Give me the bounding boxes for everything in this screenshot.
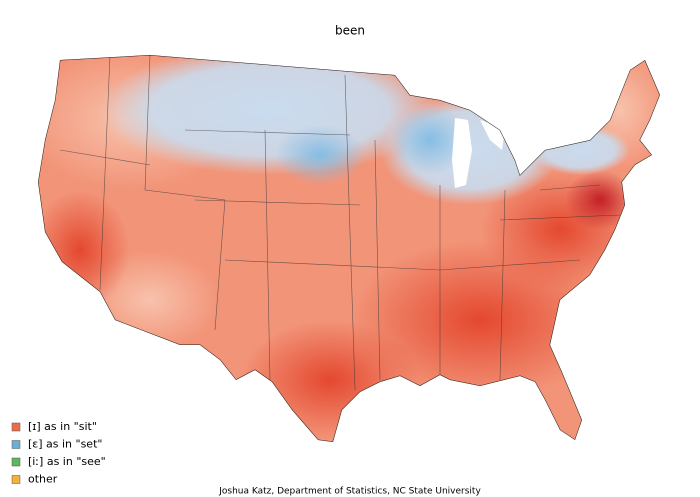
legend-swatch	[11, 457, 21, 467]
legend-swatch	[11, 475, 21, 484]
legend-label: other	[28, 473, 58, 486]
credit: Joshua Katz, Department of Statistics, N…	[218, 487, 481, 497]
legend-label: [ɛ] as in "set"	[28, 438, 102, 451]
dialect-map	[38, 55, 660, 442]
map-title: been	[335, 24, 365, 38]
legend: [ɪ] as in "sit" [ɛ] as in "set" [iː] as in…	[11, 420, 106, 486]
legend-label: [iː] as in "see"	[28, 455, 106, 468]
legend-swatch	[11, 440, 21, 449]
legend-swatch	[11, 422, 21, 432]
legend-label: [ɪ] as in "sit"	[28, 420, 97, 433]
